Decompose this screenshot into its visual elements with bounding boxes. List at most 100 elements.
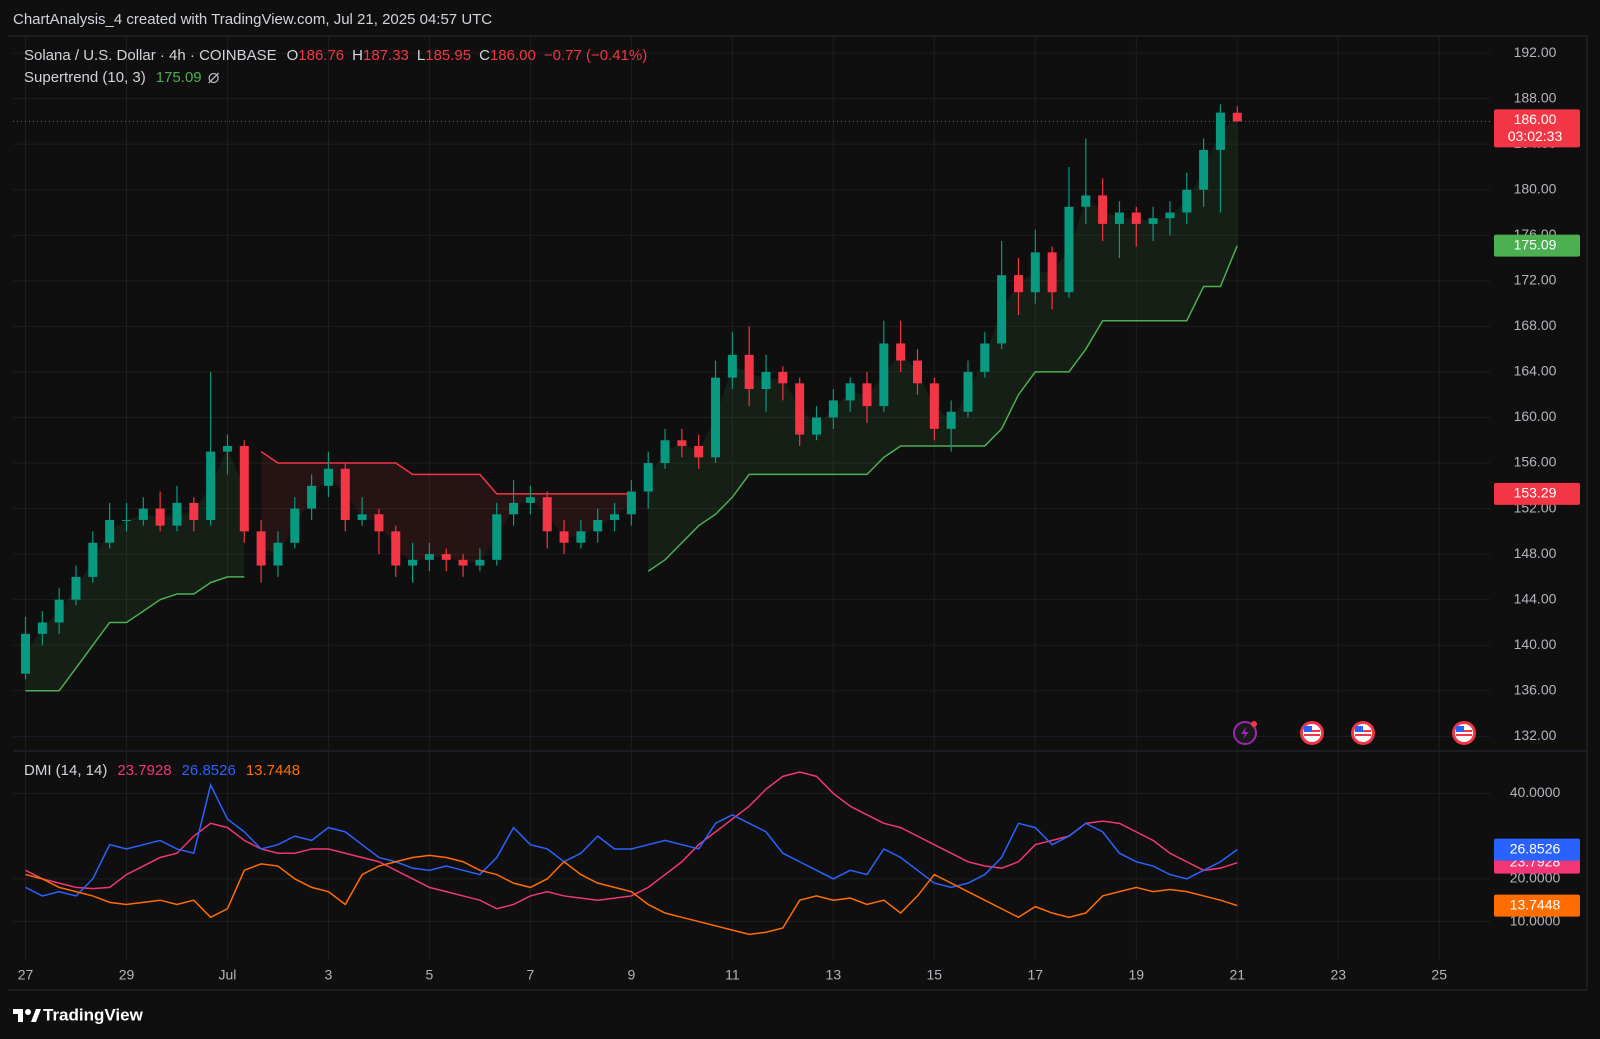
y-tick-label: 192.00	[1514, 44, 1557, 60]
x-tick-label: Jul	[219, 967, 237, 983]
candle-body	[374, 514, 384, 532]
candle-body	[963, 371, 973, 412]
candle-body	[946, 411, 956, 429]
price-badge	[1494, 109, 1580, 148]
event-icon[interactable]	[1300, 721, 1324, 745]
candle-body	[138, 508, 148, 520]
candle-body	[189, 502, 199, 520]
candle-body	[475, 559, 485, 566]
candle-body	[1232, 112, 1242, 122]
candle-body	[761, 371, 771, 390]
x-tick-label: 17	[1028, 967, 1044, 983]
dmi-line	[25, 771, 1238, 910]
candle-body	[222, 445, 232, 452]
supertrend-badge	[1494, 482, 1580, 505]
snapshot-title: ChartAnalysis_4 created with TradingView…	[13, 11, 492, 28]
candle-body	[542, 497, 552, 532]
candle-body	[239, 445, 249, 532]
dmi-line	[25, 854, 1238, 936]
candle-body	[1081, 195, 1091, 207]
candle-body	[1199, 149, 1209, 190]
candle-body	[357, 514, 367, 520]
candle-body	[323, 468, 333, 486]
candle-body	[21, 633, 30, 674]
candle-body	[643, 463, 653, 492]
data-layer	[13, 104, 1490, 936]
ohlc-letter: C	[479, 47, 490, 64]
brand-logo	[13, 1009, 41, 1022]
event-icon[interactable]	[1452, 721, 1476, 745]
candle-body	[71, 576, 81, 600]
y-tick-label: 160.00	[1514, 408, 1557, 424]
candle-body	[1215, 112, 1225, 150]
ohlc-letter: H	[352, 47, 363, 64]
ohlc-letter: O	[287, 47, 299, 64]
candle-body	[559, 531, 569, 543]
dmi-badge	[1494, 894, 1580, 917]
candle-body	[1013, 275, 1023, 293]
brand-name: TradingView	[43, 1005, 144, 1024]
y-tick-label: 132.00	[1514, 727, 1557, 743]
candle-body	[1114, 212, 1124, 224]
x-tick-label: 15	[927, 967, 943, 983]
candle-body	[492, 514, 502, 560]
high-value: 187.33	[363, 47, 409, 64]
open-value: 186.76	[298, 47, 344, 64]
candle-body	[1182, 189, 1192, 213]
candle-body	[441, 554, 451, 560]
candle-body	[912, 360, 922, 384]
candle-body	[812, 417, 822, 435]
y-tick-label: 172.00	[1514, 272, 1557, 288]
supertrend-line	[25, 245, 1238, 692]
supertrend-legend: Supertrend (10, 3) 175.09	[24, 69, 202, 86]
candle-body	[1148, 218, 1158, 224]
x-tick-label: 11	[725, 967, 740, 983]
candle-body	[54, 599, 64, 623]
candle-body	[610, 514, 620, 520]
candle-body	[509, 502, 519, 515]
x-tick-label: 21	[1229, 967, 1245, 983]
x-tick-label: 7	[527, 967, 535, 983]
candle-body	[1064, 206, 1074, 293]
candle-body	[694, 445, 704, 458]
supertrend-name: Supertrend (10, 3)	[24, 69, 146, 86]
candle-body	[273, 542, 283, 566]
fill-layer	[25, 117, 1238, 691]
candle-body	[845, 383, 855, 401]
candle-body	[88, 542, 98, 577]
x-tick-label: 25	[1431, 967, 1447, 983]
dmi-value: 26.8526	[182, 762, 236, 779]
candle-body	[677, 440, 687, 446]
supertrend-line	[260, 451, 632, 495]
candle-body	[121, 519, 131, 521]
price-legend: Solana / U.S. Dollar · 4h · COINBASE O186…	[24, 47, 647, 64]
candle-body	[391, 531, 401, 566]
y-tick-label: 188.00	[1514, 89, 1557, 105]
y-tick-label: 164.00	[1514, 363, 1557, 379]
event-icon[interactable]	[1233, 721, 1257, 745]
badge-layer: 186.0003:02:33175.09153.2923.792826.8526…	[1494, 109, 1580, 917]
change-value: −0.77 (−0.41%)	[544, 47, 647, 64]
x-tick-label: 27	[18, 967, 34, 983]
candle-body	[307, 485, 317, 509]
symbol: Solana / U.S. Dollar · 4h · COINBASE	[24, 47, 277, 64]
supertrend-fill	[25, 448, 245, 691]
x-tick-label: 5	[426, 967, 434, 983]
event-icon[interactable]	[1351, 721, 1375, 745]
visibility-icon[interactable]	[208, 72, 220, 84]
supertrend-fill	[261, 451, 632, 563]
x-tick-label: 3	[325, 967, 333, 983]
candle-body	[828, 400, 838, 418]
candle-body	[37, 622, 47, 634]
candle-body	[206, 451, 216, 520]
dmi-value: 13.7448	[246, 762, 300, 779]
price-badge-label: 186.00	[1514, 111, 1557, 127]
candle-body	[525, 497, 535, 503]
candle-body	[711, 377, 721, 458]
low-value: 185.95	[425, 47, 471, 64]
close-value: 186.00	[490, 47, 536, 64]
candle-body	[727, 354, 737, 378]
candle-body	[1098, 195, 1108, 224]
